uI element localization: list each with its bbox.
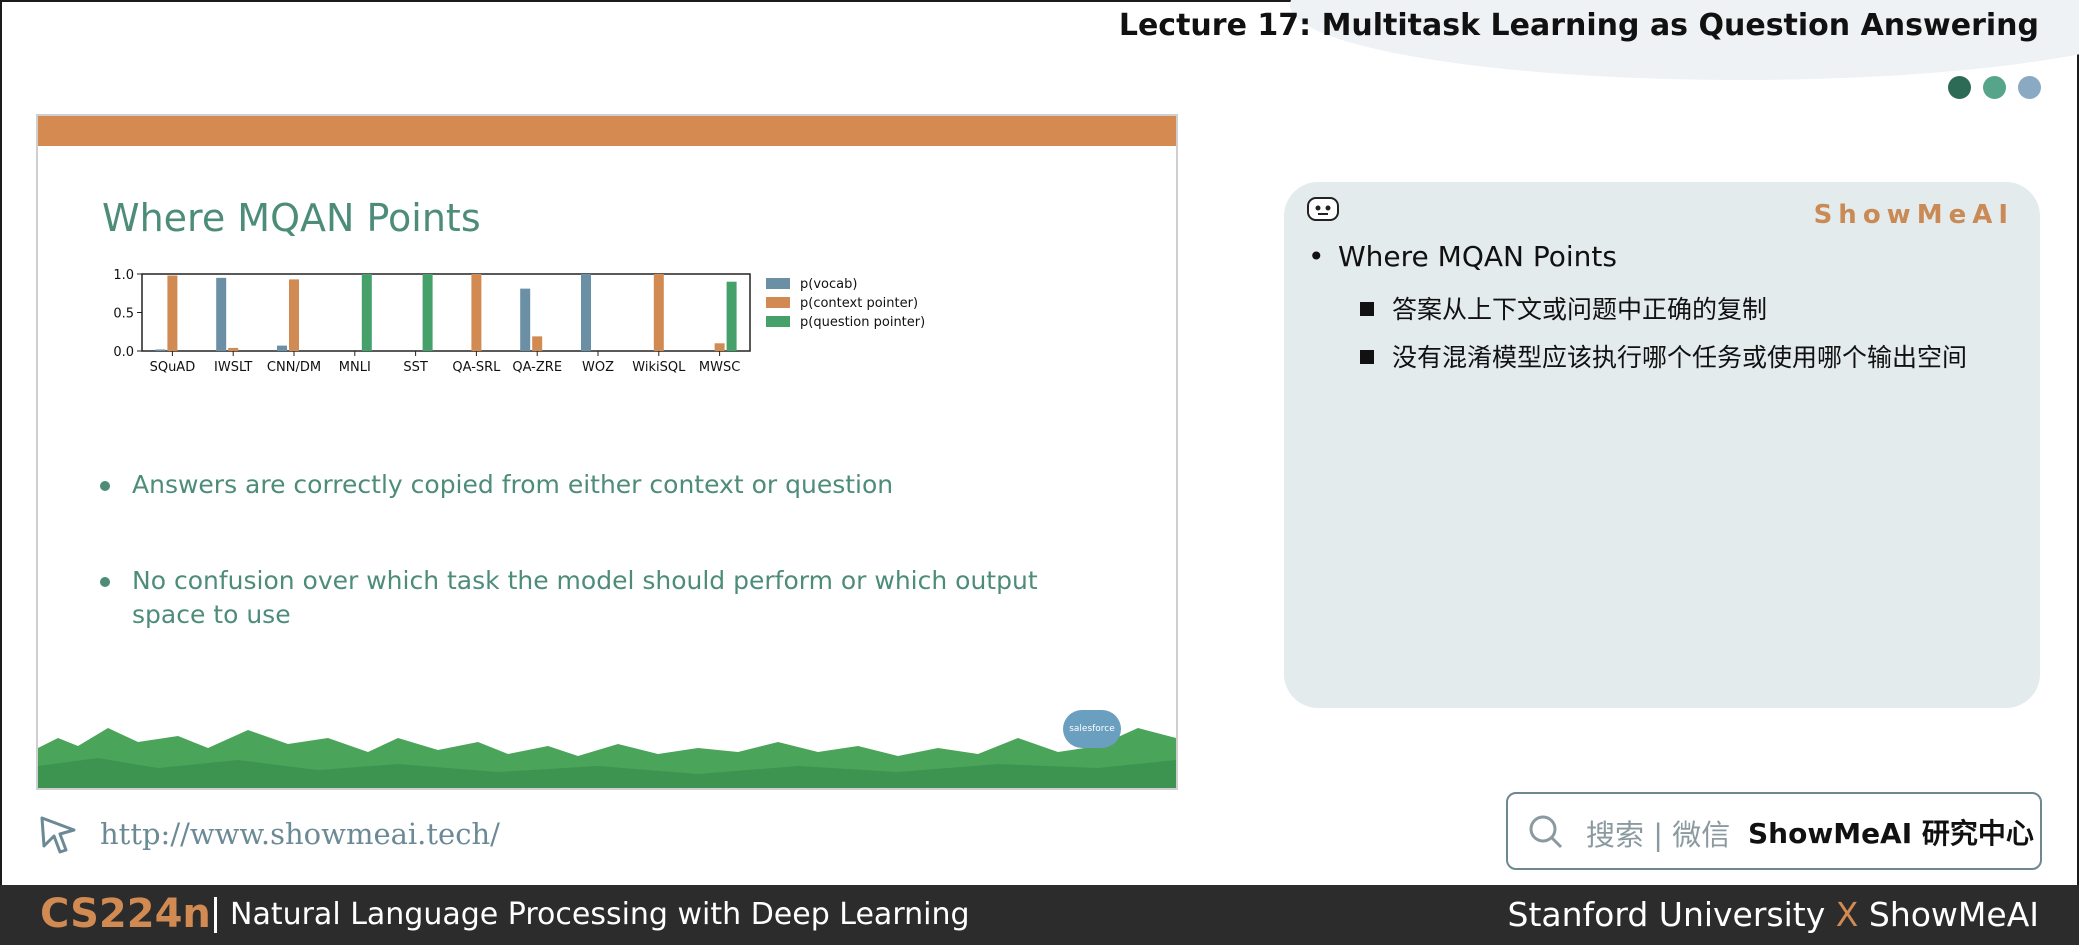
x-tick-label: CNN/DM	[267, 360, 321, 375]
bar-p-vocab-	[216, 277, 227, 351]
forest-illustration	[38, 728, 1176, 788]
salesforce-logo: salesforce	[1063, 710, 1121, 748]
footer-university: Stanford University	[1507, 895, 1826, 934]
cursor-icon	[40, 816, 76, 854]
square-bullet-icon	[1360, 302, 1374, 316]
y-tick-label: 0.0	[113, 345, 134, 360]
footer-bar: CS224n Natural Language Processing with …	[0, 885, 2079, 945]
bullet-dot	[100, 577, 110, 587]
website-link-row[interactable]: http://www.showmeai.tech/	[36, 812, 500, 856]
robot-icon	[1307, 197, 1339, 221]
footer-brand: ShowMeAI	[1868, 895, 2039, 934]
panel-sub-bullet: 答案从上下文或问题中正确的复制	[1360, 290, 1767, 326]
search-label: 搜索 | 微信	[1586, 818, 1731, 852]
slide-bullet-text: Answers are correctly copied from either…	[132, 470, 894, 499]
panel-sub-bullet: 没有混淆模型应该执行哪个任务或使用哪个输出空间	[1360, 338, 1967, 374]
website-url[interactable]: http://www.showmeai.tech/	[100, 817, 500, 851]
x-tick-label: WOZ	[582, 360, 614, 375]
panel-sub-bullet-text: 答案从上下文或问题中正确的复制	[1392, 295, 1768, 324]
legend-label: p(vocab)	[800, 277, 857, 292]
slide-title: Where MQAN Points	[102, 196, 481, 240]
header-dots	[1948, 76, 2041, 99]
legend-swatch	[766, 278, 790, 289]
header-dot	[2018, 76, 2041, 99]
x-tick-label: WikiSQL	[632, 360, 686, 375]
x-tick-label: SQuAD	[150, 360, 196, 375]
footer-x: X	[1835, 895, 1859, 934]
search-name: ShowMeAI 研究中心	[1748, 817, 2034, 850]
header-dot	[1948, 76, 1971, 99]
bar-p-vocab-	[520, 288, 531, 351]
footer-credits: Stanford University X ShowMeAI	[1508, 895, 2039, 934]
bar-p-context-pointer-	[228, 347, 239, 351]
x-tick-label: QA-SRL	[452, 360, 501, 375]
brand-label: ShowMeAI	[1813, 200, 2014, 230]
bar-p-context-pointer-	[532, 336, 543, 351]
bar-p-context-pointer-	[714, 343, 725, 351]
square-bullet-icon	[1360, 350, 1374, 364]
course-code: CS224n	[40, 891, 211, 937]
bar-p-vocab-	[155, 349, 166, 351]
search-icon	[1529, 815, 1563, 849]
x-tick-label: MNLI	[339, 360, 371, 375]
legend-label: p(context pointer)	[800, 296, 918, 311]
mqan-pointer-chart: 0.0 0.5 1.0 SQuAD IWSLT CNN/DM MNLI SST QA-SRL QA…	[113, 268, 925, 375]
bullet-mark: •	[1308, 240, 1325, 273]
lecture-title: Lecture 17: Multitask Learning as Questi…	[1118, 8, 2039, 43]
slide-bullet-text: No confusion over which task the model s…	[132, 566, 1038, 629]
bar-p-question-pointer-	[422, 274, 433, 351]
x-tick-label: QA-ZRE	[512, 360, 562, 375]
bullet-dot	[100, 481, 110, 491]
slide-image: Where MQAN Points 0.0 0.5 1.0 SQuAD IWSLT CNN…	[36, 114, 1178, 790]
y-tick-label: 0.5	[113, 307, 134, 322]
bar-p-question-pointer-	[361, 274, 372, 351]
panel-sub-bullet-text: 没有混淆模型应该执行哪个任务或使用哪个输出空间	[1392, 343, 1968, 372]
panel-main-bullet: • Where MQAN Points	[1308, 240, 1617, 273]
bar-p-context-pointer-	[167, 275, 178, 351]
slide-top-band	[38, 116, 1176, 146]
bar-p-context-pointer-	[471, 274, 482, 351]
legend-swatch	[766, 297, 790, 308]
legend-label: p(question pointer)	[800, 315, 925, 330]
bar-p-question-pointer-	[726, 281, 737, 351]
header-dot	[1983, 76, 2006, 99]
footer-separator	[214, 897, 217, 933]
bar-p-vocab-	[277, 345, 287, 351]
bar-p-context-pointer-	[289, 279, 299, 351]
bar-p-context-pointer-	[653, 274, 664, 351]
bar-p-vocab-	[581, 274, 591, 351]
notes-panel: ShowMeAI • Where MQAN Points 答案从上下文或问题中正确…	[1284, 182, 2040, 708]
search-box[interactable]: 搜索 | 微信 ShowMeAI 研究中心	[1506, 792, 2042, 870]
course-name: Natural Language Processing with Deep Le…	[230, 897, 970, 932]
x-tick-label: IWSLT	[214, 360, 252, 375]
y-tick-label: 1.0	[113, 268, 134, 283]
legend-swatch	[766, 316, 790, 327]
x-tick-label: MWSC	[699, 360, 740, 375]
panel-main-bullet-text: Where MQAN Points	[1338, 240, 1617, 273]
x-tick-label: SST	[403, 360, 428, 375]
